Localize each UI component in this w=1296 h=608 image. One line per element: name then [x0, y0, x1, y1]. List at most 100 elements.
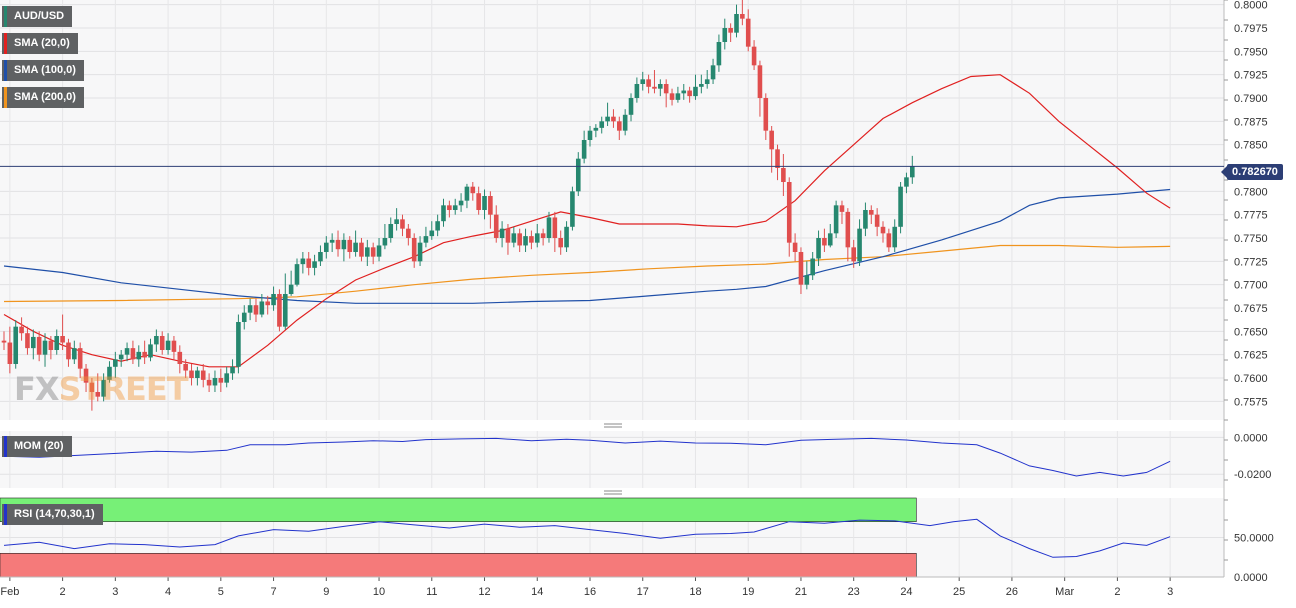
- sma200-line: [3, 244, 1171, 303]
- candle-body: [411, 238, 417, 262]
- candle: [757, 60, 763, 117]
- pane-separator-1[interactable]: [604, 423, 622, 428]
- candle: [447, 200, 452, 218]
- candle: [599, 116, 605, 134]
- x-tick-label: 25: [953, 586, 965, 598]
- x-tick-label: Feb: [0, 586, 19, 598]
- candle-body: [464, 186, 470, 201]
- candle: [845, 208, 851, 262]
- candle-body: [669, 93, 675, 100]
- legend-sma20[interactable]: SMA (20,0): [2, 33, 78, 54]
- candle: [482, 189, 487, 220]
- legend-aud-usd[interactable]: AUD/USD: [2, 6, 73, 27]
- candle-body: [230, 366, 235, 374]
- candle-body: [845, 211, 851, 248]
- candle-body: [165, 340, 171, 350]
- candle: [42, 333, 48, 367]
- candle: [570, 186, 575, 231]
- candle: [300, 252, 306, 274]
- candle: [218, 368, 224, 392]
- candle: [19, 317, 24, 341]
- candle: [359, 238, 364, 262]
- legend-rsi[interactable]: RSI (14,70,30,1): [2, 504, 103, 525]
- pane-separator-2[interactable]: [604, 490, 622, 495]
- x-tick-label: 2: [60, 586, 66, 598]
- candle: [288, 270, 294, 296]
- candle-body: [341, 239, 347, 250]
- candle: [470, 182, 476, 201]
- candle-body: [206, 379, 212, 386]
- candle: [611, 109, 616, 128]
- candle: [687, 86, 692, 103]
- candle-body: [72, 348, 77, 360]
- candle-body: [376, 245, 382, 257]
- y-tick-label: 0.7775: [1234, 210, 1268, 222]
- mom-y-tick-label: -0.0200: [1234, 469, 1271, 481]
- candle: [394, 208, 399, 231]
- legend-rsi-label: RSI (14,70,30,1): [14, 508, 95, 520]
- candle-body: [400, 219, 405, 229]
- candle: [646, 74, 651, 94]
- candle-body: [48, 340, 54, 350]
- candle-body: [763, 98, 769, 131]
- candle-body: [118, 354, 124, 360]
- candle: [423, 226, 429, 248]
- candle: [728, 23, 733, 42]
- candle: [206, 373, 212, 392]
- candle: [593, 124, 599, 138]
- candle-body: [36, 336, 42, 355]
- candle-body: [476, 193, 481, 210]
- legend-sma200[interactable]: SMA (200,0): [2, 87, 84, 108]
- candle-body: [675, 93, 681, 100]
- candle: [634, 77, 640, 103]
- y-tick-label: 0.7975: [1234, 23, 1268, 35]
- candle: [25, 326, 30, 355]
- candle-body: [857, 228, 862, 262]
- candle-body: [312, 261, 317, 268]
- candle-body: [154, 336, 159, 345]
- candle-body: [734, 14, 739, 33]
- candle-body: [810, 258, 815, 276]
- candle-body: [441, 205, 446, 222]
- candle-body: [417, 242, 423, 262]
- candle-body: [827, 233, 833, 246]
- candle-body: [318, 252, 323, 262]
- sma20-line: [3, 74, 1171, 368]
- candle: [171, 336, 177, 360]
- candle-body: [493, 214, 499, 238]
- candle: [48, 336, 54, 360]
- x-tick-label: 2: [1114, 586, 1120, 598]
- candle: [124, 342, 130, 362]
- candle-body: [66, 342, 71, 360]
- candle: [868, 205, 874, 224]
- candle: [540, 228, 546, 246]
- candle-body: [89, 382, 95, 392]
- rsi-y-tick-label: 0.0000: [1234, 572, 1268, 584]
- candle: [247, 298, 253, 321]
- candle-body: [663, 84, 669, 94]
- candle: [488, 191, 493, 229]
- candle-body: [751, 46, 757, 66]
- candle-body: [839, 205, 845, 212]
- candle: [587, 126, 593, 147]
- candle: [335, 230, 341, 257]
- y-tick-label: 0.7875: [1234, 116, 1268, 128]
- candle: [353, 230, 358, 257]
- candle-body: [775, 149, 780, 168]
- legend-sma20-label: SMA (20,0): [14, 37, 70, 49]
- x-tick-label: 3: [112, 586, 118, 598]
- candle-body: [54, 336, 60, 350]
- legend-mom[interactable]: MOM (20): [2, 436, 72, 457]
- x-tick-label: 14: [531, 586, 543, 598]
- candle-body: [792, 242, 798, 252]
- x-tick-label: 4: [165, 586, 171, 598]
- candle: [564, 221, 569, 252]
- candle: [898, 182, 903, 234]
- candle: [400, 214, 405, 237]
- legend-sma100-label: SMA (100,0): [14, 64, 76, 76]
- legend-sma100[interactable]: SMA (100,0): [2, 60, 84, 81]
- candle: [663, 79, 669, 108]
- candle-body: [271, 294, 276, 306]
- candle-body: [142, 351, 147, 358]
